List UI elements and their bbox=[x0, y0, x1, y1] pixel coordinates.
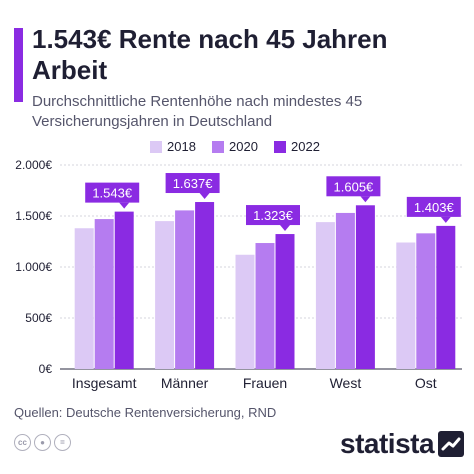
legend-swatch bbox=[150, 141, 162, 153]
y-tick-label: 1.500€ bbox=[15, 209, 52, 223]
callout-box bbox=[326, 176, 381, 197]
x-tick-label: Ost bbox=[415, 375, 437, 391]
bar bbox=[315, 222, 335, 369]
source-note: Quellen: Deutsche Rentenversicherung, RN… bbox=[14, 405, 277, 420]
callout-pointer bbox=[360, 196, 371, 203]
bar bbox=[416, 233, 436, 369]
legend-label: 2022 bbox=[291, 139, 320, 154]
title-accent-bar bbox=[14, 28, 23, 102]
data-label: 1.403€ bbox=[414, 200, 455, 215]
statista-logo-icon bbox=[438, 431, 465, 457]
data-label: 1.543€ bbox=[92, 186, 133, 201]
x-tick-label: Frauen bbox=[243, 375, 287, 391]
y-tick-label: 500€ bbox=[25, 311, 52, 325]
callout-pointer bbox=[280, 225, 290, 232]
no-derivatives-icon[interactable]: = bbox=[54, 434, 71, 451]
callout-box bbox=[85, 182, 140, 203]
x-tick-label: West bbox=[330, 375, 362, 391]
bar bbox=[175, 210, 195, 369]
callout-pointer bbox=[440, 216, 451, 223]
bar bbox=[155, 221, 175, 369]
bar bbox=[94, 219, 114, 369]
attribution-icon[interactable]: ● bbox=[34, 434, 51, 451]
bar bbox=[74, 228, 94, 369]
legend-swatch bbox=[274, 141, 286, 153]
data-label: 1.605€ bbox=[334, 179, 375, 194]
chart-title: 1.543€ Rente nach 45 Jahren Arbeit bbox=[32, 24, 388, 85]
bar bbox=[335, 212, 355, 369]
y-tick-label: 1.000€ bbox=[15, 260, 52, 274]
bar bbox=[114, 211, 134, 369]
bar bbox=[436, 225, 456, 369]
bar bbox=[396, 242, 416, 369]
legend-label: 2018 bbox=[167, 139, 196, 154]
y-tick-label: 2.000€ bbox=[15, 158, 52, 172]
bar-chart: 0€ 500€ 1.000€ 1.500€ 2.000€ 2018 2020 2022 Insg… bbox=[15, 139, 462, 391]
brand-name: statista bbox=[340, 428, 435, 459]
legend-swatch bbox=[212, 141, 224, 153]
x-tick-label: Insgesamt bbox=[72, 375, 137, 391]
y-tick-label: 0€ bbox=[39, 362, 53, 376]
callout-box bbox=[165, 173, 220, 194]
license-icons: cc ● = bbox=[14, 434, 71, 451]
callout-box bbox=[246, 205, 300, 226]
legend-label: 2020 bbox=[229, 139, 258, 154]
callout-pointer bbox=[199, 193, 210, 200]
callout-pointer bbox=[119, 202, 130, 209]
chart-subtitle: Durchschnittliche Rentenhöhe nach mindes… bbox=[32, 93, 363, 130]
bar bbox=[235, 254, 255, 369]
bar bbox=[355, 205, 375, 369]
bar bbox=[275, 234, 295, 369]
x-tick-label: Männer bbox=[161, 375, 209, 391]
bar bbox=[255, 243, 275, 369]
data-label: 1.323€ bbox=[253, 208, 294, 223]
cc-icon[interactable]: cc bbox=[14, 434, 31, 451]
callout-box bbox=[406, 196, 461, 217]
bar bbox=[195, 202, 215, 369]
statista-brand[interactable]: statista bbox=[340, 428, 465, 459]
data-label: 1.637€ bbox=[173, 176, 214, 191]
